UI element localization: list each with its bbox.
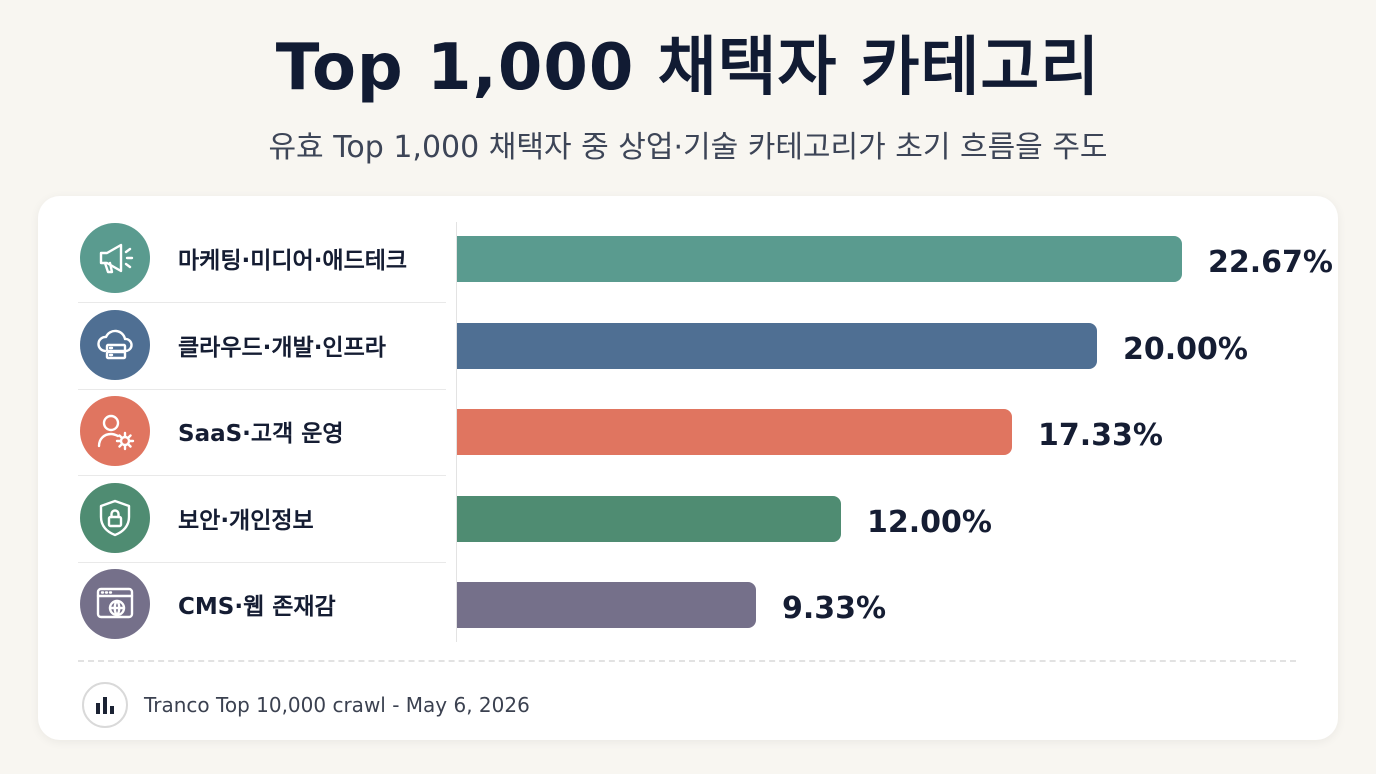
row-separator — [78, 561, 446, 563]
source-text: Tranco Top 10,000 crawl - May 6, 2026 — [144, 693, 530, 717]
browser-globe-icon — [80, 569, 150, 639]
footer-divider — [78, 660, 1296, 662]
value-label: 22.67% — [1208, 245, 1333, 280]
chart-title: Top 1,000 채택자 카테고리 — [275, 31, 1101, 105]
category-row: SaaS·고객 운영 — [80, 395, 450, 467]
megaphone-icon — [80, 223, 150, 293]
bar — [457, 236, 1182, 282]
category-label: 클라우드·개발·인프라 — [178, 334, 386, 361]
row-separator — [78, 302, 446, 303]
source-footer: Tranco Top 10,000 crawl - May 6, 2026 — [82, 682, 530, 728]
category-row: 보안·개인정보 — [80, 482, 450, 554]
category-row: 마케팅·미디어·애드테크 — [80, 222, 450, 294]
shield-lock-icon — [80, 482, 150, 553]
bar — [457, 582, 756, 628]
category-label: SaaS·고객 운영 — [178, 421, 344, 447]
bar — [457, 495, 841, 542]
value-label: 20.00% — [1123, 331, 1248, 367]
bar — [457, 409, 1012, 455]
chart-subtitle: 유효 Top 1,000 채택자 중 상업·기술 카테고리가 초기 흐름을 주도 — [268, 130, 1108, 165]
cloud-server-icon — [80, 309, 150, 380]
category-label: CMS·웹 존재감 — [178, 594, 336, 620]
category-label: 보안·개인정보 — [178, 507, 314, 534]
user-gear-icon — [80, 396, 150, 466]
value-label: 9.33% — [782, 591, 887, 626]
value-label: 12.00% — [867, 504, 992, 540]
bar — [457, 322, 1097, 369]
row-separator — [78, 475, 446, 476]
bar-axis-line — [456, 222, 457, 642]
category-row: 클라우드·개발·인프라 — [80, 309, 450, 381]
value-label: 17.33% — [1038, 418, 1163, 453]
category-row: CMS·웹 존재감 — [80, 568, 450, 640]
category-label: 마케팅·미디어·애드테크 — [178, 248, 408, 274]
bar-chart-icon — [82, 682, 128, 728]
chart-card — [38, 196, 1338, 740]
row-separator — [78, 388, 446, 390]
